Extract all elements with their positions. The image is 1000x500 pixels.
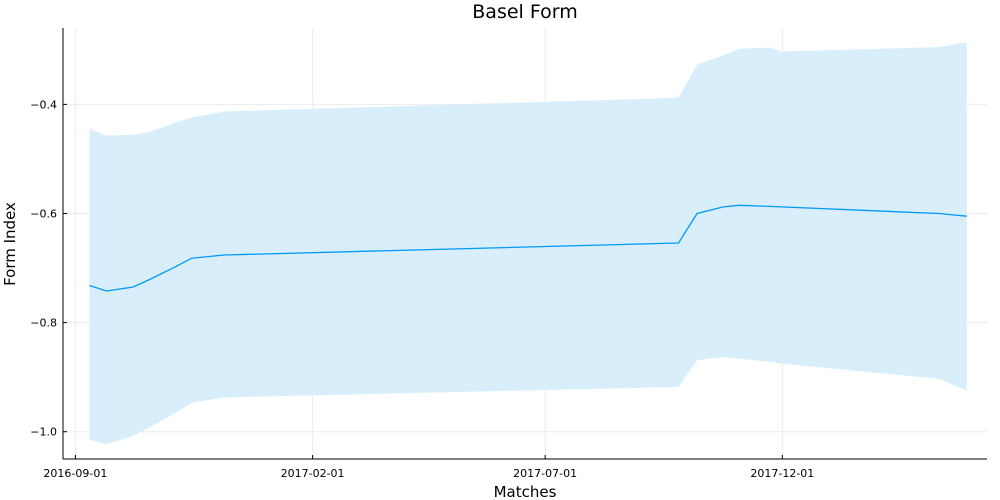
- chart-title: Basel Form: [472, 1, 577, 23]
- x-tick-marks: [74, 455, 783, 459]
- confidence-band: [89, 42, 967, 445]
- x-tick-label: 2016-09-01: [43, 467, 107, 480]
- x-axis-label: Matches: [494, 483, 557, 500]
- y-tick-label: −0.8: [30, 317, 57, 330]
- y-tick-marks: [63, 103, 67, 433]
- y-tick-label: −0.6: [30, 207, 57, 220]
- y-tick-labels: −0.4 −0.6 −0.8 −1.0: [30, 98, 57, 438]
- x-tick-label: 2017-07-01: [513, 467, 577, 480]
- x-tick-labels: 2016-09-01 2017-02-01 2017-07-01 2017-12-01: [43, 467, 814, 480]
- series-line: [89, 204, 967, 292]
- x-tick-label: 2017-02-01: [281, 467, 345, 480]
- y-axis-label: Form Index: [1, 202, 19, 286]
- y-tick-label: −1.0: [30, 426, 57, 439]
- y-tick-label: −0.4: [30, 98, 57, 111]
- x-tick-label: 2017-12-01: [750, 467, 814, 480]
